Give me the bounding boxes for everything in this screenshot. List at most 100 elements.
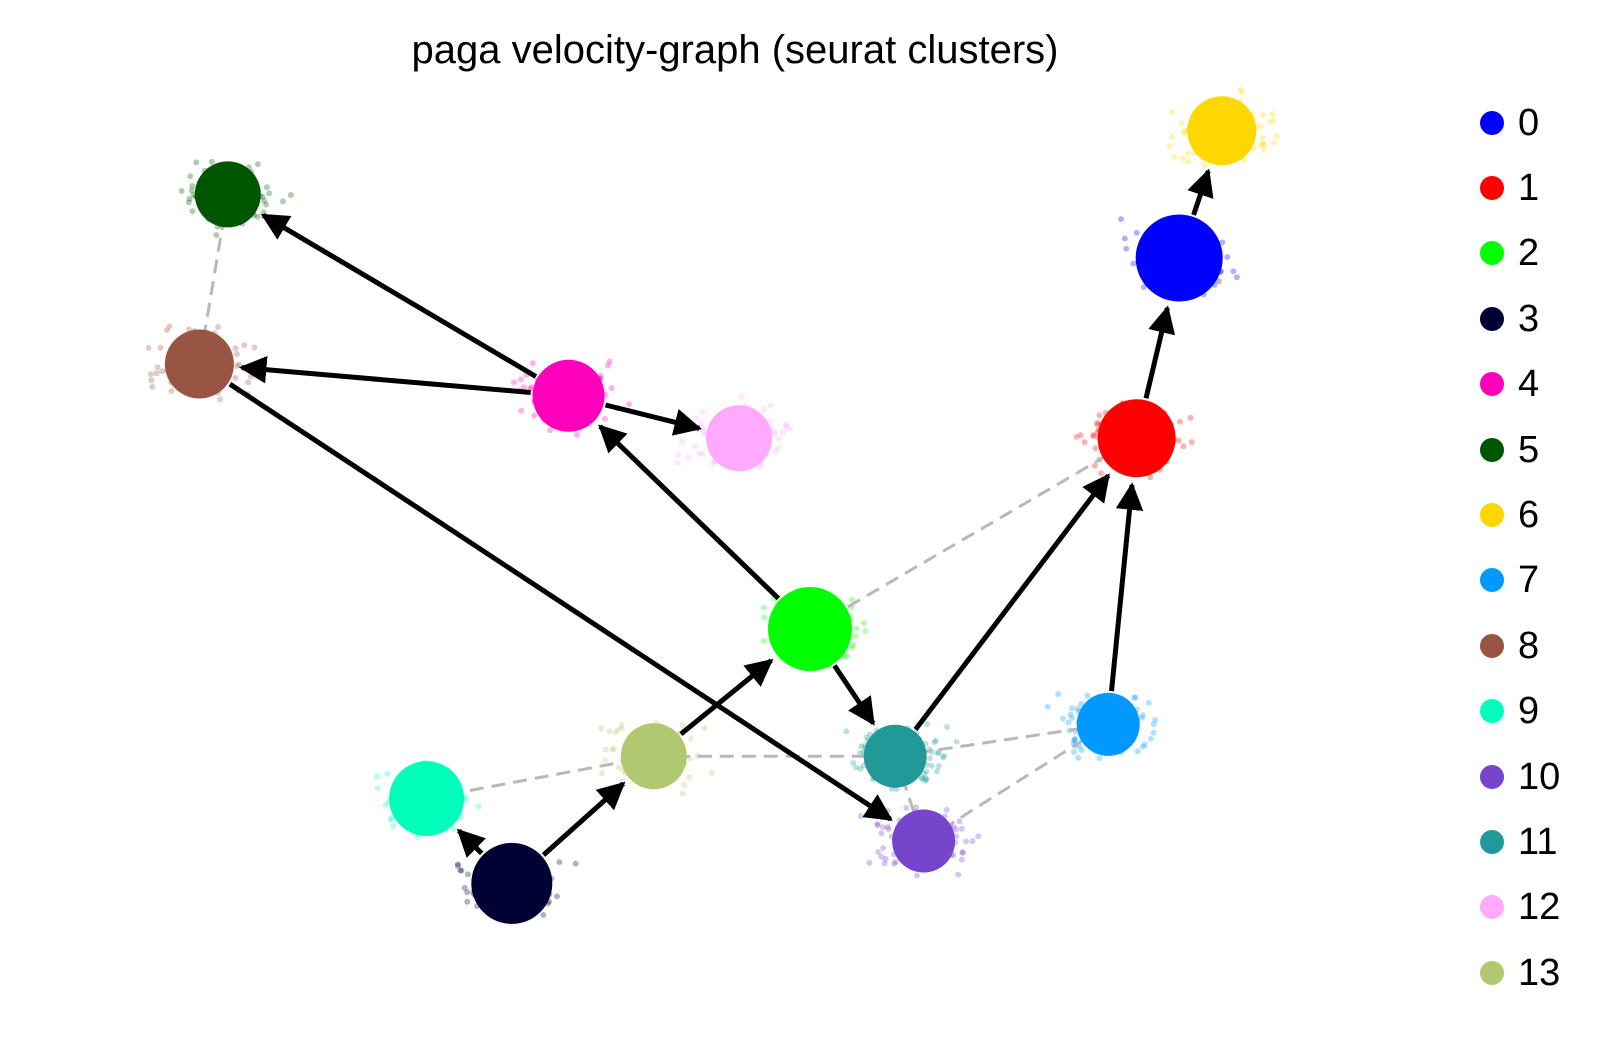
cell-point <box>287 192 294 199</box>
cell-point <box>1069 714 1075 721</box>
cluster-node-4 <box>532 359 605 432</box>
cell-point <box>679 790 686 797</box>
cell-point <box>1178 120 1185 127</box>
legend-swatch <box>1480 372 1504 397</box>
cell-point <box>529 360 536 367</box>
cell-point <box>875 849 882 856</box>
cluster-node-11 <box>863 724 927 788</box>
cell-point <box>605 362 611 369</box>
cell-point <box>1185 158 1192 165</box>
cell-point <box>958 825 965 832</box>
cell-point <box>1075 705 1081 712</box>
cell-point <box>782 421 789 428</box>
cell-point <box>923 768 930 775</box>
cell-point <box>1269 111 1276 117</box>
cell-point <box>608 385 615 392</box>
cell-point <box>1171 154 1178 161</box>
cell-point <box>186 195 193 202</box>
velocity-edge-4-12 <box>604 402 702 436</box>
cell-point <box>528 384 535 391</box>
cell-point <box>187 173 194 180</box>
cell-point <box>1096 412 1103 419</box>
cell-point <box>208 158 215 165</box>
legend-item-0: 0 <box>1480 90 1610 155</box>
cell-point <box>245 379 251 386</box>
cell-point <box>153 370 160 377</box>
cell-point <box>1181 130 1187 137</box>
velocity-edge-8-10 <box>228 382 893 822</box>
cell-point <box>757 463 764 470</box>
cell-point <box>1180 155 1187 162</box>
cell-point <box>767 418 774 424</box>
legend-swatch <box>1480 568 1504 593</box>
cell-point <box>969 838 976 845</box>
cell-point <box>178 188 185 194</box>
cell-point <box>686 774 693 781</box>
legend-item-11: 11 <box>1480 809 1610 874</box>
cell-point <box>1261 147 1267 153</box>
legend-label: 10 <box>1518 755 1561 798</box>
cell-point <box>1081 439 1088 446</box>
legend-label: 9 <box>1518 690 1540 733</box>
cell-point <box>233 351 240 357</box>
cell-point <box>540 912 547 918</box>
legend-item-5: 5 <box>1480 417 1610 482</box>
cell-point <box>614 727 621 733</box>
cell-point <box>959 849 966 856</box>
cell-point <box>688 735 694 742</box>
cell-point <box>699 409 706 415</box>
cell-point <box>1259 112 1266 118</box>
cell-point <box>952 826 959 833</box>
cell-point <box>1169 133 1176 140</box>
cell-point <box>511 379 517 386</box>
cell-point <box>761 638 768 644</box>
cluster-nodes-layer <box>164 96 1257 924</box>
cell-point <box>1044 703 1051 710</box>
cell-point <box>609 746 616 753</box>
cell-point <box>465 871 471 878</box>
cell-point <box>844 653 851 660</box>
cell-point <box>241 342 248 348</box>
cell-point <box>692 443 698 449</box>
cluster-node-12 <box>706 405 772 472</box>
velocity-edge-11-1 <box>913 473 1111 732</box>
cell-point <box>554 893 560 900</box>
cell-point <box>1233 274 1240 281</box>
cell-point <box>1071 736 1078 743</box>
cell-point <box>166 323 173 330</box>
cell-point <box>1258 123 1264 130</box>
cell-point <box>1118 216 1124 223</box>
cell-point <box>374 773 381 780</box>
cell-point <box>841 653 848 660</box>
velocity-edge-7-1 <box>1109 482 1144 692</box>
cell-point <box>962 838 969 845</box>
cell-point <box>866 859 873 866</box>
cell-point <box>1219 239 1226 246</box>
cell-point <box>531 412 538 419</box>
cell-point <box>761 604 768 611</box>
cell-point <box>880 845 887 851</box>
cell-point <box>913 804 920 811</box>
cell-point <box>850 759 857 766</box>
legend-swatch <box>1480 503 1504 528</box>
cell-point <box>1078 747 1085 754</box>
cell-point <box>464 898 471 905</box>
cell-point <box>598 770 605 777</box>
velocity-edge-13-2 <box>679 658 774 737</box>
cell-point <box>696 450 703 457</box>
cell-point <box>461 884 468 891</box>
cell-point <box>1075 754 1082 761</box>
cell-point <box>1224 254 1231 260</box>
cell-point <box>157 344 164 351</box>
cell-point <box>1090 432 1097 438</box>
cell-point <box>254 213 261 220</box>
cell-point <box>1260 140 1266 147</box>
cell-point <box>168 388 175 395</box>
cell-point <box>618 721 625 728</box>
legend-item-7: 7 <box>1480 548 1610 613</box>
cell-point <box>1132 694 1139 701</box>
legend-item-1: 1 <box>1480 155 1610 220</box>
cell-point <box>775 435 782 442</box>
cluster-node-0 <box>1135 214 1223 302</box>
cell-point <box>1260 141 1267 148</box>
